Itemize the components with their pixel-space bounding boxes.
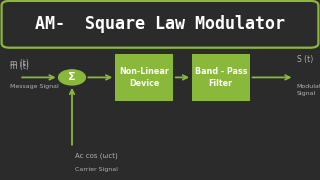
Circle shape <box>59 70 85 85</box>
Text: Message Signal: Message Signal <box>10 84 58 89</box>
Text: Ac cos (ωct): Ac cos (ωct) <box>75 152 118 159</box>
Text: Σ: Σ <box>68 71 76 82</box>
Text: Carrier Signal: Carrier Signal <box>75 167 118 172</box>
Text: m (t): m (t) <box>10 58 28 68</box>
Text: m (t): m (t) <box>10 62 28 71</box>
FancyBboxPatch shape <box>115 54 173 101</box>
Text: S (t): S (t) <box>297 55 313 64</box>
Text: AM-  Square Law Modulator: AM- Square Law Modulator <box>35 15 285 33</box>
Text: Non-Linear
Device: Non-Linear Device <box>119 67 169 88</box>
FancyBboxPatch shape <box>2 1 318 48</box>
Text: Band - Pass
Filter: Band - Pass Filter <box>195 67 247 88</box>
Text: Modulated
Signal: Modulated Signal <box>297 84 320 96</box>
FancyBboxPatch shape <box>192 54 250 101</box>
